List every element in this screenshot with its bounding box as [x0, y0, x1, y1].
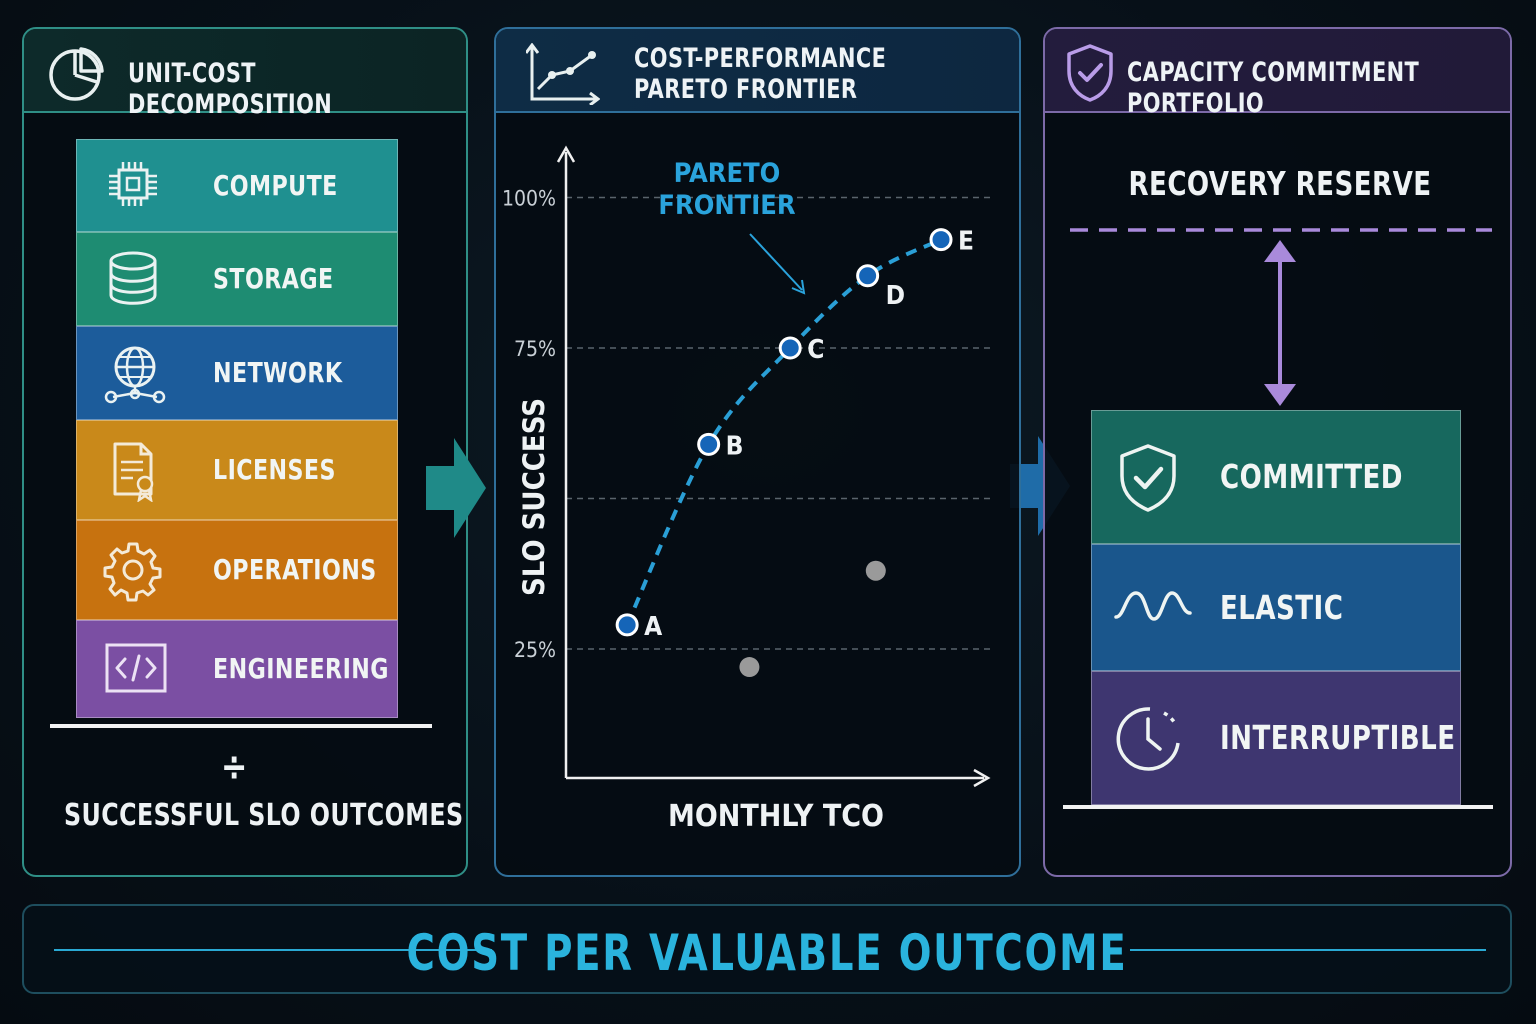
cost-row-engineering: ENGINEERING — [76, 620, 398, 718]
cost-row-operations: OPERATIONS — [76, 520, 398, 620]
pareto-frontier-curve — [625, 237, 942, 626]
frontier-annotation-line1: PARETO — [674, 158, 781, 189]
point-label: A — [644, 612, 662, 642]
panel-header: COST-PERFORMANCE PARETO FRONTIER — [496, 29, 1019, 113]
dominated-point — [865, 560, 886, 581]
wave-icon — [1114, 590, 1192, 621]
capacity-base-line — [1063, 805, 1493, 809]
panel-title: CAPACITY COMMITMENT PORTFOLIO — [1127, 57, 1420, 119]
x-axis-label: MONTHLY TCO — [668, 799, 884, 834]
panel-title: UNIT-COST DECOMPOSITION — [128, 58, 333, 120]
point-label: E — [958, 227, 974, 257]
annotation-pointer — [749, 233, 803, 291]
reserve-line — [1070, 228, 1492, 232]
footer-title: COST PER VALUABLE OUTCOME — [406, 924, 1128, 982]
cost-row-label: ENGINEERING — [213, 652, 389, 685]
y-tick-label: 75% — [514, 337, 556, 361]
point-label: B — [726, 431, 744, 461]
capacity-row-label: INTERRUPTIBLE — [1220, 718, 1456, 757]
cost-row-network: NETWORK — [76, 326, 398, 420]
y-tick-label: 25% — [514, 638, 556, 662]
cost-row-label: COMPUTE — [213, 168, 338, 202]
footer-rule-right — [1130, 949, 1486, 951]
cpu-chip-icon — [109, 161, 157, 206]
clock-icon — [1116, 707, 1180, 771]
arrow-right-icon — [426, 438, 486, 538]
footer-rule-left — [54, 949, 492, 951]
y-axis-label: SLO SUCCESS — [517, 398, 551, 596]
cost-row-label: NETWORK — [213, 356, 343, 389]
capacity-row-label: COMMITTED — [1220, 457, 1403, 496]
cost-row-label: OPERATIONS — [213, 553, 377, 586]
capacity-row-interruptible: INTERRUPTIBLE — [1091, 671, 1461, 805]
dominated-point — [739, 657, 760, 678]
shield-check-icon — [1067, 44, 1113, 102]
divide-symbol: ÷ — [220, 744, 248, 790]
panel-title-line2: PARETO FRONTIER — [634, 74, 858, 105]
panel-header: CAPACITY COMMITMENT PORTFOLIO — [1045, 29, 1510, 119]
panel-header: UNIT-COST DECOMPOSITION — [24, 29, 466, 120]
annotation-arrowhead — [791, 279, 806, 295]
frontier-point-b — [697, 432, 721, 456]
footer-banner: COST PER VALUABLE OUTCOME — [22, 904, 1512, 994]
x-axis-arrow — [973, 768, 991, 788]
capacity-row-elastic: ELASTIC — [1091, 544, 1461, 671]
license-certificate-icon — [113, 442, 154, 502]
frontier-point-d — [856, 264, 880, 288]
database-icon — [109, 251, 157, 305]
panel-title-line1: COST-PERFORMANCE — [634, 43, 887, 74]
y-axis-arrow — [556, 145, 576, 163]
line-chart-icon — [526, 43, 600, 105]
frontier-point-e — [929, 228, 953, 252]
code-icon — [105, 643, 167, 693]
cost-row-label: STORAGE — [213, 262, 334, 295]
globe-network-icon — [104, 346, 166, 404]
cost-row-label: LICENSES — [213, 453, 336, 486]
fraction-bar — [50, 724, 432, 728]
point-label: C — [807, 335, 824, 365]
frontier-annotation-line2: FRONTIER — [658, 190, 795, 221]
pie-chart-icon — [49, 47, 104, 101]
cost-row-licenses: LICENSES — [76, 420, 398, 520]
frontier-point-c — [778, 336, 802, 360]
pareto-frontier-panel: COST-PERFORMANCE PARETO FRONTIER — [494, 27, 1021, 877]
cost-row-storage: STORAGE — [76, 232, 398, 326]
denominator-label: SUCCESSFUL SLO OUTCOMES — [64, 798, 464, 833]
recovery-reserve-label: RECOVERY RESERVE — [1128, 164, 1432, 203]
arrow-right-icon — [1010, 436, 1070, 536]
y-tick-label: 100% — [502, 187, 556, 211]
frontier-point-a — [615, 613, 639, 637]
point-label: D — [886, 281, 905, 311]
shield-check-icon — [1120, 444, 1176, 512]
double-arrow-icon — [1264, 240, 1296, 406]
capacity-row-label: ELASTIC — [1220, 587, 1344, 627]
gear-icon — [103, 542, 162, 602]
capacity-row-committed: COMMITTED — [1091, 410, 1461, 544]
pareto-chart: 25% 75% 100% A B C D E PARETO FRONTIER SLO SUC… — [502, 145, 994, 834]
cost-row-compute: COMPUTE — [76, 139, 398, 232]
